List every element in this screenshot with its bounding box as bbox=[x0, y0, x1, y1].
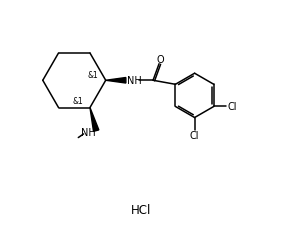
Polygon shape bbox=[106, 78, 126, 84]
Text: NH: NH bbox=[81, 127, 95, 137]
Text: Cl: Cl bbox=[227, 102, 237, 112]
Text: NH: NH bbox=[127, 76, 142, 86]
Text: Cl: Cl bbox=[190, 131, 199, 141]
Text: O: O bbox=[156, 55, 164, 65]
Polygon shape bbox=[90, 108, 99, 132]
Text: HCl: HCl bbox=[131, 204, 151, 217]
Text: &1: &1 bbox=[87, 71, 98, 80]
Text: &1: &1 bbox=[72, 96, 83, 106]
